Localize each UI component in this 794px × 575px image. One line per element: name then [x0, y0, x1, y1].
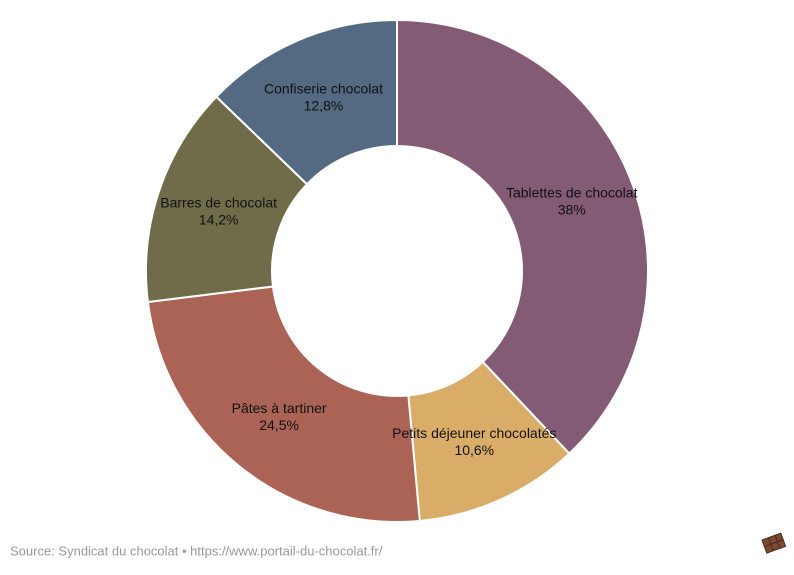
- slice-value: 24,5%: [259, 417, 299, 433]
- donut: [145, 18, 649, 523]
- slice-value: 10,6%: [454, 442, 494, 458]
- slice: [396, 18, 649, 455]
- slice-value: 14,2%: [199, 211, 239, 227]
- slice-value: 12,8%: [304, 98, 344, 114]
- source: Source: Syndicat du chocolat • https://w…: [10, 543, 383, 558]
- slice: [145, 95, 309, 304]
- slice-label: Barres de chocolat: [160, 194, 277, 210]
- slice-label: Pâtes à tartiner: [232, 400, 327, 416]
- chocolate-icon: [761, 532, 787, 554]
- slice: [214, 18, 398, 186]
- slice-label: Petits déjeuner chocolatés: [392, 425, 556, 441]
- slice-label: Tablettes de chocolat: [506, 184, 638, 200]
- slice-value: 38%: [558, 201, 586, 217]
- slice: [146, 285, 421, 523]
- slice-label: Confiserie chocolat: [264, 81, 383, 97]
